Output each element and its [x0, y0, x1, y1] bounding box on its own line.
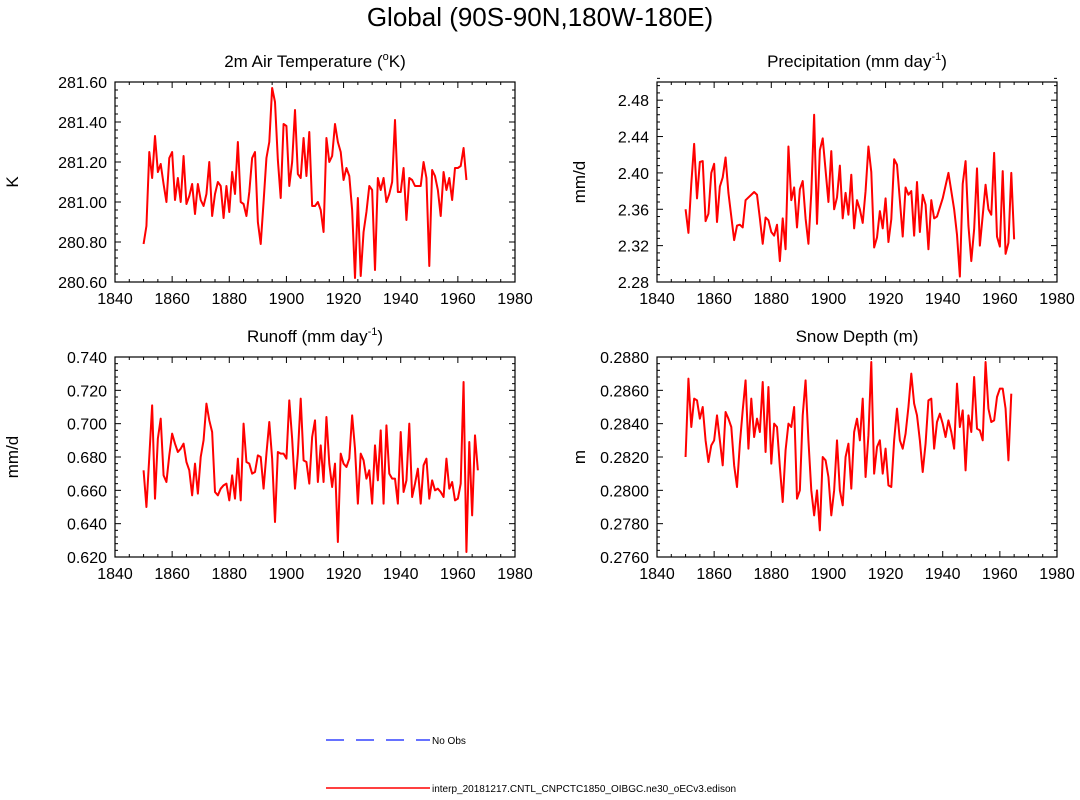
y-tick-label: 280.80	[58, 235, 107, 252]
x-tick-label: 1860	[154, 566, 190, 583]
chart-title-text: Runoff (mm day	[247, 327, 368, 346]
chart-title-text: Precipitation (mm day	[767, 52, 932, 71]
y-tick-label: 0.680	[67, 450, 107, 467]
x-tick-label: 1860	[154, 291, 190, 308]
x-tick-label: 1880	[753, 566, 789, 583]
x-tick-label: 1840	[97, 291, 133, 308]
y-tick-label: 0.740	[67, 350, 107, 367]
chart-title-text: 2m Air Temperature (	[224, 52, 383, 71]
y-tick-label: 281.20	[58, 155, 107, 172]
x-tick-label: 1900	[269, 566, 305, 583]
chart-title: Precipitation (mm day-1)	[767, 51, 947, 71]
x-tick-label: 1920	[326, 566, 362, 583]
chart-title: Runoff (mm day-1)	[247, 326, 383, 346]
series-line	[684, 361, 1013, 532]
x-tick-label: 1920	[868, 566, 904, 583]
x-tick-label: 1920	[326, 291, 362, 308]
chart-title-superscript: -1	[368, 326, 378, 338]
x-tick-label: 1860	[696, 291, 732, 308]
series-line	[684, 113, 1016, 278]
x-tick-label: 1980	[497, 566, 533, 583]
y-tick-label: 0.2780	[600, 517, 649, 534]
chart-panel-3: 1840 1860 1880 1900 1920 1940 1960 1980 0.620 0.6…	[3, 326, 533, 583]
y-tick-label: 0.2760	[600, 550, 649, 567]
y-tick-label: 0.720	[67, 383, 107, 400]
y-axis-label: K	[3, 176, 22, 188]
y-tick-label: 0.2820	[600, 450, 649, 467]
x-tick-label: 1960	[982, 291, 1018, 308]
x-tick-label: 1960	[440, 566, 476, 583]
x-tick-label: 1900	[811, 566, 847, 583]
x-tick-label: 1880	[211, 566, 247, 583]
chart-title: 2m Air Temperature (oK)	[224, 51, 406, 71]
x-tick-label: 1900	[269, 291, 305, 308]
y-axis-label: mm/d	[570, 161, 589, 204]
chart-title-suffix: )	[941, 52, 947, 71]
y-tick-label: 2.40	[618, 166, 649, 183]
legend: No Obs interp_20181217.CNTL_CNPCTC1850_O…	[326, 736, 736, 795]
x-tick-label: 1840	[639, 291, 675, 308]
y-tick-label: 2.28	[618, 275, 649, 292]
chart-title-superscript: o	[383, 51, 389, 63]
legend-model-label: interp_20181217.CNTL_CNPCTC1850_OIBGC.ne…	[432, 784, 736, 795]
x-tick-label: 1840	[97, 566, 133, 583]
x-tick-label: 1940	[383, 566, 419, 583]
x-tick-label: 1980	[1039, 291, 1075, 308]
y-tick-label: 281.00	[58, 195, 107, 212]
y-tick-label: 0.640	[67, 517, 107, 534]
x-tick-label: 1880	[211, 291, 247, 308]
series-line	[142, 381, 479, 553]
x-tick-label: 1980	[497, 291, 533, 308]
y-axis-label: mm/d	[3, 436, 22, 479]
plot-frame	[656, 81, 1058, 283]
y-tick-label: 0.2840	[600, 417, 649, 434]
chart-panel-4: 1840 1860 1880 1900 1920 1940 1960 1980 0.2760 0.…	[570, 327, 1075, 583]
x-tick-label: 1980	[1039, 566, 1075, 583]
y-tick-label: 281.60	[58, 75, 107, 92]
x-tick-label: 1940	[925, 566, 961, 583]
plot-frame	[656, 356, 1058, 558]
y-tick-label: 0.660	[67, 483, 107, 500]
y-axis-label: m	[570, 450, 589, 464]
x-tick-label: 1880	[753, 291, 789, 308]
y-tick-label: 2.44	[618, 130, 649, 147]
chart-title-superscript: -1	[931, 51, 941, 63]
plot-frame	[114, 356, 516, 558]
y-tick-label: 2.48	[618, 93, 649, 110]
x-tick-label: 1920	[868, 291, 904, 308]
chart-title-suffix: K)	[389, 52, 406, 71]
chart-title-text: Snow Depth (m)	[796, 327, 919, 346]
y-tick-label: 0.620	[67, 550, 107, 567]
x-tick-label: 1860	[696, 566, 732, 583]
y-tick-label: 0.700	[67, 417, 107, 434]
y-tick-label: 280.60	[58, 275, 107, 292]
panels: 1840 1860 1880 1900 1920 1940 1960 1980 280.60 28…	[3, 51, 1075, 583]
chart-panel-2: 1840 1860 1880 1900 1920 1940 1960 1980 2.28 2.32…	[570, 51, 1075, 308]
chart-title: Snow Depth (m)	[796, 327, 919, 346]
x-tick-label: 1940	[383, 291, 419, 308]
chart-title-suffix: )	[377, 327, 383, 346]
y-tick-label: 2.32	[618, 239, 649, 256]
plot-frame	[114, 81, 516, 283]
x-tick-label: 1940	[925, 291, 961, 308]
page-title: Global (90S-90N,180W-180E)	[367, 2, 713, 32]
legend-obs-label: No Obs	[432, 736, 466, 747]
x-tick-label: 1840	[639, 566, 675, 583]
chart-panel-1: 1840 1860 1880 1900 1920 1940 1960 1980 280.60 28…	[3, 51, 533, 308]
x-tick-label: 1960	[982, 566, 1018, 583]
x-tick-label: 1960	[440, 291, 476, 308]
y-tick-label: 0.2880	[600, 350, 649, 367]
y-tick-label: 0.2860	[600, 383, 649, 400]
y-tick-label: 0.2800	[600, 483, 649, 500]
series-line	[142, 87, 468, 279]
y-tick-label: 281.40	[58, 115, 107, 132]
y-tick-label: 2.36	[618, 202, 649, 219]
x-tick-label: 1900	[811, 291, 847, 308]
